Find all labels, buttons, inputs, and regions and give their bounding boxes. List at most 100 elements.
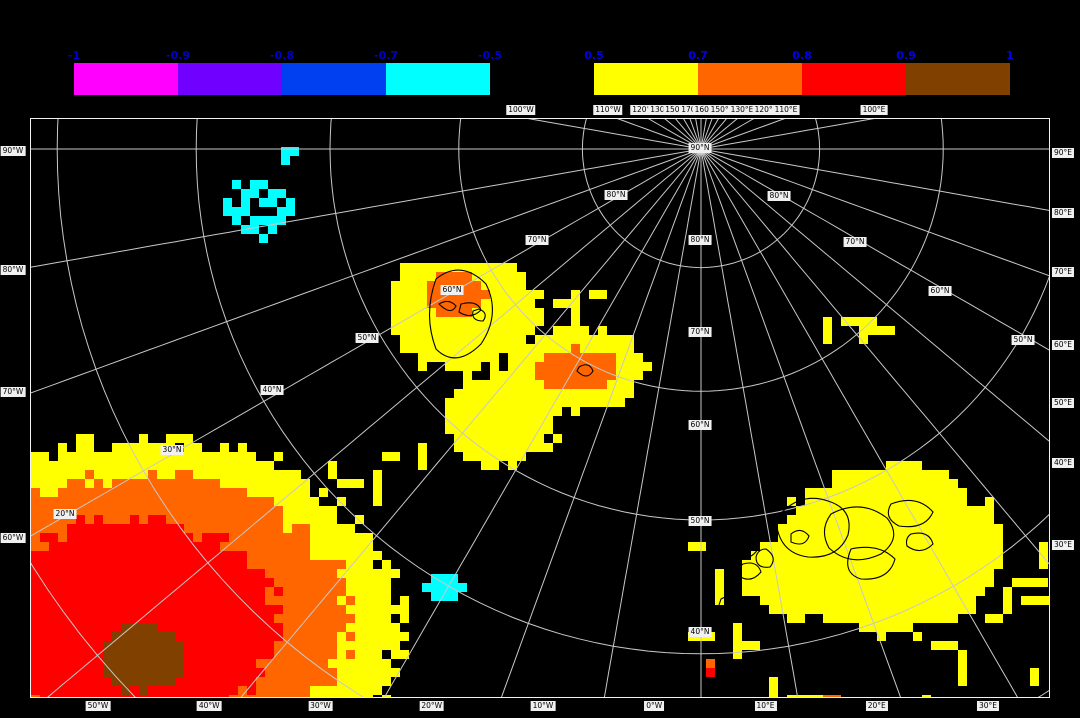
graticule-label-parallel: 70°N bbox=[525, 235, 549, 245]
left-axis-label: 70°W bbox=[0, 387, 26, 397]
data-cell-north-america bbox=[337, 677, 346, 686]
data-cell-north-america bbox=[175, 461, 184, 470]
data-cell-west-europe bbox=[814, 551, 823, 560]
data-cell-greenland bbox=[481, 308, 490, 317]
data-cell-europe bbox=[949, 524, 958, 533]
data-cell-north-america bbox=[364, 578, 373, 587]
data-cell-north-america bbox=[139, 443, 148, 452]
data-cell-north-america bbox=[265, 524, 274, 533]
data-cell-north-america bbox=[31, 506, 40, 515]
data-cell-north-america bbox=[292, 659, 301, 668]
data-cell-greenland bbox=[418, 290, 427, 299]
graticule-line bbox=[701, 119, 738, 149]
data-cell-greenland bbox=[508, 263, 517, 272]
data-cell-north-america bbox=[220, 443, 229, 452]
graticule-line bbox=[527, 119, 700, 150]
data-cell-negative bbox=[290, 147, 299, 156]
data-cell-north-america bbox=[139, 542, 148, 551]
data-cell-europe bbox=[958, 587, 967, 596]
data-cell-greenland bbox=[409, 335, 418, 344]
data-cell-north-america bbox=[157, 623, 166, 632]
data-cell-north-america bbox=[31, 452, 40, 461]
data-cell-europe bbox=[904, 614, 913, 623]
data-cell-north-atlantic bbox=[508, 461, 517, 470]
data-cell-north-america bbox=[229, 632, 238, 641]
data-cell-negative bbox=[259, 234, 268, 243]
data-cell-north-america bbox=[220, 632, 229, 641]
data-cell-greenland bbox=[526, 326, 535, 335]
data-cell-north-america bbox=[265, 668, 274, 677]
data-cell-north-america bbox=[148, 668, 157, 677]
data-cell-north-atlantic bbox=[472, 389, 481, 398]
data-cell-north-america bbox=[94, 569, 103, 578]
data-cell-europe bbox=[877, 614, 886, 623]
data-cell-scatter bbox=[355, 479, 364, 488]
data-cell-north-america bbox=[328, 623, 337, 632]
data-cell-north-atlantic bbox=[535, 398, 544, 407]
data-cell-scatter bbox=[796, 695, 805, 697]
graticule-label-parallel: 70°N bbox=[688, 327, 712, 337]
data-cell-north-america bbox=[58, 677, 67, 686]
data-cell-north-america bbox=[103, 533, 112, 542]
data-cell-europe bbox=[913, 560, 922, 569]
data-cell-north-america bbox=[274, 596, 283, 605]
positive-colorbar-ticks: 0.5 0.7 0.8 0.9 1 bbox=[584, 50, 1014, 64]
data-cell-north-america bbox=[220, 488, 229, 497]
data-cell-iceland bbox=[544, 380, 553, 389]
data-cell-greenland bbox=[526, 299, 535, 308]
bottom-axis-label: 0°W bbox=[644, 701, 665, 711]
data-cell-greenland bbox=[400, 299, 409, 308]
data-cell-north-america bbox=[256, 632, 265, 641]
data-cell-north-america bbox=[175, 497, 184, 506]
top-axis-label: 100°E bbox=[860, 105, 888, 115]
data-cell-iceland bbox=[544, 353, 553, 362]
data-cell-north-america bbox=[121, 479, 130, 488]
data-cell-north-america bbox=[364, 641, 373, 650]
data-cell-north-america bbox=[130, 632, 139, 641]
data-cell-north-america bbox=[229, 452, 238, 461]
data-cell-north-america bbox=[40, 623, 49, 632]
data-cell-north-america bbox=[85, 632, 94, 641]
data-cell-north-america bbox=[58, 695, 67, 697]
data-cell-europe bbox=[994, 542, 1003, 551]
data-cell-north-america bbox=[265, 488, 274, 497]
data-cell-west-europe bbox=[823, 533, 832, 542]
data-cell-north-america bbox=[265, 677, 274, 686]
data-cell-greenland bbox=[481, 263, 490, 272]
data-cell-north-atlantic bbox=[508, 407, 517, 416]
data-cell-iceland bbox=[589, 344, 598, 353]
data-cell-negative bbox=[268, 216, 277, 225]
data-cell-north-atlantic bbox=[544, 443, 553, 452]
data-cell-greenland bbox=[445, 308, 454, 317]
data-cell-greenland bbox=[463, 326, 472, 335]
data-cell-iceland bbox=[571, 398, 580, 407]
data-cell-europe bbox=[841, 488, 850, 497]
data-cell-europe bbox=[877, 623, 886, 632]
data-cell-europe bbox=[976, 560, 985, 569]
data-cell-north-america bbox=[247, 452, 256, 461]
data-cell-north-america bbox=[40, 461, 49, 470]
data-cell-north-america bbox=[103, 650, 112, 659]
data-cell-north-america bbox=[121, 578, 130, 587]
data-cell-north-america bbox=[157, 488, 166, 497]
data-cell-north-america bbox=[40, 695, 49, 697]
data-cell-iceland bbox=[580, 335, 589, 344]
data-cell-iceland bbox=[508, 353, 517, 362]
data-cell-north-america bbox=[49, 677, 58, 686]
data-cell-north-america bbox=[148, 659, 157, 668]
data-cell-europe bbox=[850, 542, 859, 551]
data-cell-north-america bbox=[166, 542, 175, 551]
data-cell-north-america bbox=[382, 578, 391, 587]
data-cell-europe bbox=[895, 596, 904, 605]
data-cell-greenland bbox=[463, 335, 472, 344]
data-cell-north-america bbox=[229, 560, 238, 569]
data-cell-north-america bbox=[40, 668, 49, 677]
data-cell-north-america bbox=[346, 569, 355, 578]
data-cell-europe bbox=[994, 560, 1003, 569]
data-cell-north-america bbox=[49, 542, 58, 551]
data-cell-europe bbox=[841, 533, 850, 542]
data-cell-europe bbox=[832, 614, 841, 623]
data-cell-north-america bbox=[49, 551, 58, 560]
data-cell-north-america bbox=[157, 533, 166, 542]
data-cell-greenland bbox=[427, 281, 436, 290]
